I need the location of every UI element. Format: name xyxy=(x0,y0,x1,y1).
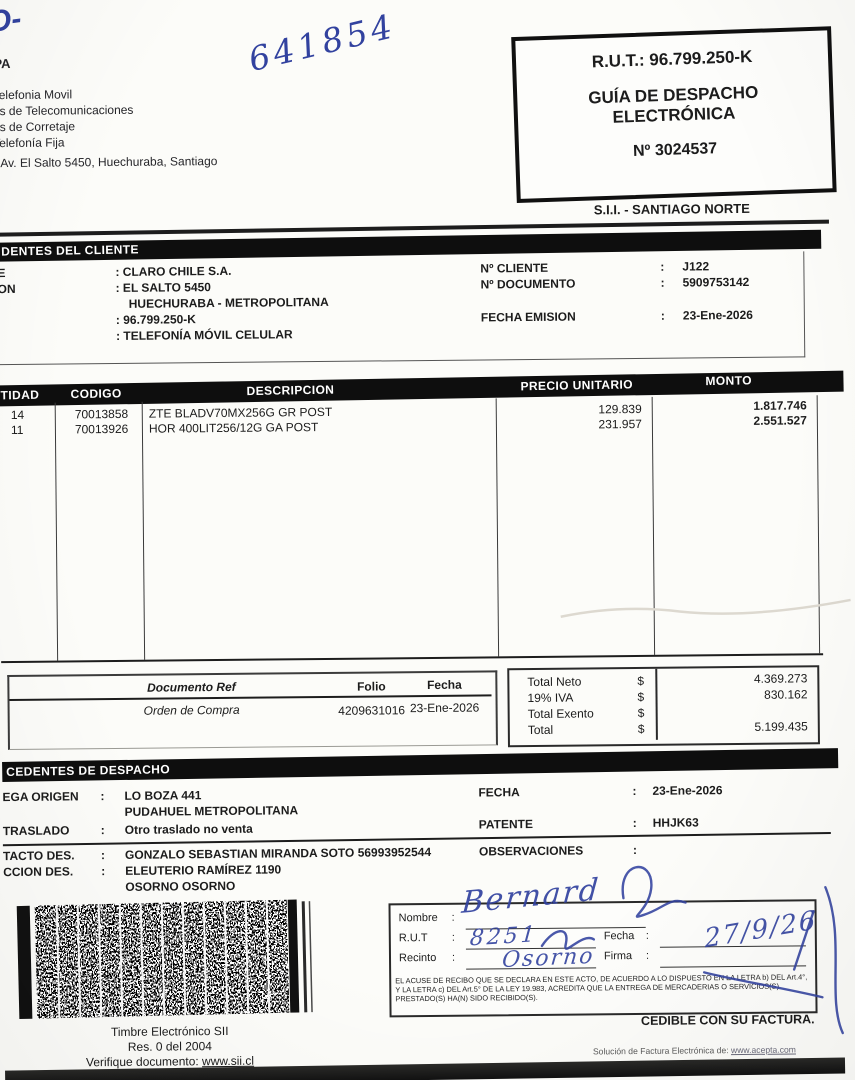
origin-value: LO BOZA 441 xyxy=(124,788,202,803)
item-code: 70013858 xyxy=(74,406,129,422)
letterhead-line: os de Corretaje xyxy=(0,119,76,135)
item-qty: 11 xyxy=(10,422,24,437)
col-header-precio-unitario: PRECIO UNITARIO xyxy=(520,377,634,394)
item-description: HOR 400LIT256/12G GA POST xyxy=(148,420,319,436)
total-exento-label: Total Exento xyxy=(527,706,594,722)
dest-address-value: ELEUTERIO RAMÍREZ 1190 xyxy=(125,862,282,878)
client-name: : CLARO CHILE S.A. xyxy=(115,263,232,279)
client-label-fragment: ON xyxy=(0,281,16,297)
traslado-label-fragment: TRASLADO xyxy=(2,823,70,839)
dispatch-fecha-label: FECHA xyxy=(478,785,520,800)
colon: : xyxy=(100,823,105,838)
letterhead-address-line: Av. El Salto 5450, Huechuraba, Santiago xyxy=(0,153,218,171)
footer-prefix: Solución de Factura Electrónica de: xyxy=(592,1045,732,1057)
dest-city-value: OSORNO OSORNO xyxy=(125,878,236,894)
doc-ref-header: Documento Ref xyxy=(146,679,236,695)
totals-divider xyxy=(655,668,658,740)
colon: : xyxy=(660,259,665,274)
item-qty: 14 xyxy=(10,407,25,422)
item-code: 70013926 xyxy=(74,421,129,437)
colon: : xyxy=(632,816,637,831)
origin-label-fragment: EGA ORIGEN xyxy=(2,789,79,805)
iva-value: 830.162 xyxy=(764,687,808,702)
sii-office: S.I.I. - SANTIAGO NORTE xyxy=(593,200,750,218)
sii-stamp-barcode xyxy=(16,899,313,1020)
column-divider xyxy=(54,402,59,661)
doc-ref-type: Orden de Compra xyxy=(143,702,240,718)
emission-date-label: FECHA EMISION xyxy=(480,309,576,325)
letterhead-company-fragment: PA xyxy=(0,55,11,72)
currency-sign: $ xyxy=(637,689,645,704)
client-number-label: Nº CLIENTE xyxy=(480,260,549,276)
fecha-header: Fecha xyxy=(426,677,462,693)
acepta-url: www.acepta.com xyxy=(730,1044,796,1056)
handwritten-signature-strokes xyxy=(540,865,844,1035)
dispatch-fecha-value: 23-Ene-2026 xyxy=(652,783,723,798)
letterhead-logo-fragment-icon: O- xyxy=(0,1,24,40)
total-value: 5.199.435 xyxy=(754,719,808,734)
total-exento-value xyxy=(680,703,808,704)
item-description: ZTE BLADV70MX256G GR POST xyxy=(148,404,333,421)
iva-label: 19% IVA xyxy=(527,690,574,706)
client-rut: : 96.799.250-K xyxy=(115,312,196,327)
handwritten-top-number: 641854 xyxy=(244,5,400,80)
column-divider xyxy=(495,398,500,657)
item-unit-price: 129.839 xyxy=(598,401,642,417)
letterhead-line: os de Telecomunicaciones xyxy=(0,102,134,119)
footer-provider: Solución de Factura Electrónica de: www.… xyxy=(593,1044,796,1056)
doc-ref-fecha: 23-Ene-2026 xyxy=(409,700,480,716)
item-row: 14 70013858 ZTE BLADV70MX256G GR POST 12… xyxy=(0,0,850,422)
origin-value-2: PUDAHUEL METROPOLITANA xyxy=(124,803,299,819)
contact-label-fragment: TACTO DES. xyxy=(2,848,75,864)
emission-date-value: 23-Ene-2026 xyxy=(682,307,753,323)
colon: : xyxy=(101,864,106,879)
total-label: Total xyxy=(527,722,554,738)
patente-label: PATENTE xyxy=(478,817,534,832)
column-divider xyxy=(141,401,146,660)
currency-sign: $ xyxy=(637,673,645,688)
client-giro: : TELEFONÍA MÓVIL CELULAR xyxy=(115,327,293,343)
dest-address-label-fragment: CCION DES. xyxy=(3,864,74,880)
traslado-value: Otro traslado no venta xyxy=(124,821,253,837)
rut-number: R.U.T.: 96.799.250-K xyxy=(591,46,753,72)
colon: : xyxy=(100,848,106,863)
colon: : xyxy=(100,789,105,804)
item-amount: 2.551.527 xyxy=(753,413,807,428)
client-number-value: J122 xyxy=(682,259,710,274)
currency-sign: $ xyxy=(637,705,645,720)
doc-folio-number: Nº 3024537 xyxy=(632,140,718,161)
letterhead-line: Telefonía Fija xyxy=(0,135,65,151)
document-number-value: 5909753142 xyxy=(682,274,750,290)
col-header-codigo: CODIGO xyxy=(70,386,122,402)
dispatch-section-header: CEDENTES DE DESPACHO xyxy=(2,748,839,783)
item-row: 11 70013926 HOR 400LIT256/12G GA POST 23… xyxy=(0,0,850,437)
item-amount: 1.817.746 xyxy=(753,398,807,413)
colon: : xyxy=(660,275,665,290)
rut-header-box: R.U.T.: 96.799.250-K GUÍA DE DESPACHO EL… xyxy=(511,26,837,204)
colon: : xyxy=(632,784,637,799)
item-unit-price: 231.957 xyxy=(598,416,642,432)
totals-box: Total Neto $ 4.369.273 19% IVA $ 830.162… xyxy=(507,665,820,748)
col-header-cantidad: TIDAD xyxy=(0,387,40,403)
paper-crease xyxy=(560,598,851,618)
client-address: : EL SALTO 5450 xyxy=(115,280,212,295)
table-bottom-border xyxy=(1,653,824,664)
patente-value: HHJK63 xyxy=(652,815,699,830)
letterhead-line: Telefonia Movil xyxy=(0,87,73,103)
currency-sign: $ xyxy=(637,721,645,736)
col-header-descripcion: DESCRIPCION xyxy=(246,382,335,399)
document-number-label: Nº DOCUMENTO xyxy=(480,276,576,292)
colon: : xyxy=(660,308,665,323)
col-header-monto: MONTO xyxy=(705,373,753,389)
total-neto-value: 4.369.273 xyxy=(753,671,808,686)
client-label-fragment: E xyxy=(0,266,6,281)
total-neto-label: Total Neto xyxy=(527,674,582,690)
client-address-2: HUECHURABA - METROPOLITANA xyxy=(128,294,329,311)
